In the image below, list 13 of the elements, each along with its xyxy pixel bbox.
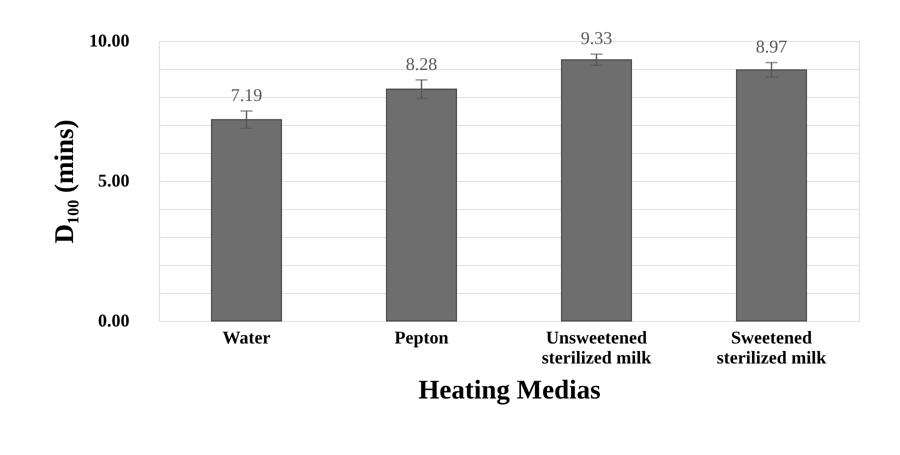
data-label: 8.97	[756, 36, 788, 57]
y-axis-title: D₁₀₀ (mins)	[49, 119, 79, 244]
x-tick-label: Water	[222, 328, 270, 348]
data-label: 8.28	[406, 54, 438, 74]
data-label: 7.19	[230, 85, 262, 105]
x-tick-label: Sweetened sterilized milk	[716, 328, 826, 368]
y-tick-label: 0.00	[98, 310, 130, 330]
data-label: 9.33	[580, 28, 612, 48]
x-axis-title: Heating Medias	[418, 374, 601, 404]
x-tick-label: Unsweetened sterilized milk	[542, 328, 652, 368]
y-tick-label: 5.00	[98, 170, 130, 190]
y-tick-label: 10.00	[89, 30, 130, 50]
x-tick-label: Pepton	[394, 328, 448, 348]
